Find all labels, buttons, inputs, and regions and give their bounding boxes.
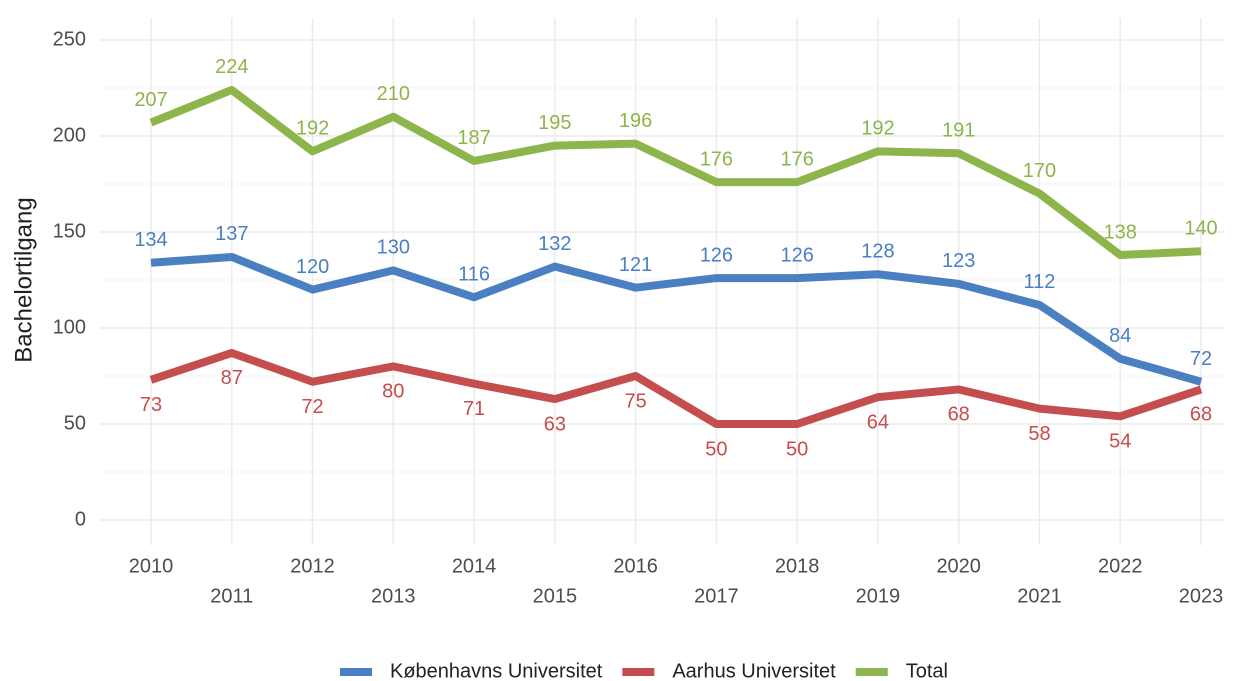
x-tick-label: 2016 xyxy=(613,555,658,577)
x-tick-label: 2020 xyxy=(936,555,981,577)
x-tick-label: 2017 xyxy=(694,585,739,607)
y-tick-label: 50 xyxy=(64,412,86,434)
series-line xyxy=(150,252,1203,386)
data-label: 126 xyxy=(780,244,813,266)
data-label: 195 xyxy=(538,112,571,134)
legend-label: Københavns Universitet xyxy=(390,660,603,681)
legend-label: Total xyxy=(906,660,948,681)
data-label: 68 xyxy=(1190,404,1212,426)
data-label: 128 xyxy=(861,241,894,263)
data-label: 196 xyxy=(619,110,652,132)
data-label: 50 xyxy=(705,438,727,460)
data-label: 192 xyxy=(861,118,894,140)
series-line xyxy=(149,85,1202,260)
data-label: 207 xyxy=(134,89,167,111)
data-label: 50 xyxy=(786,438,808,460)
x-tick-label: 2019 xyxy=(856,585,901,607)
data-label: 58 xyxy=(1028,423,1050,445)
data-label: 72 xyxy=(301,396,323,418)
data-label: 63 xyxy=(544,413,566,435)
x-tick-label: 2012 xyxy=(290,555,335,577)
data-label: 71 xyxy=(463,398,485,420)
data-label: 187 xyxy=(457,127,490,149)
data-label: 191 xyxy=(942,120,975,142)
data-label: 64 xyxy=(867,411,889,433)
x-tick-label: 2022 xyxy=(1098,555,1143,577)
data-label: 87 xyxy=(221,367,243,389)
x-tick-label: 2013 xyxy=(371,585,416,607)
data-label: 80 xyxy=(382,381,404,403)
x-tick-label: 2018 xyxy=(775,555,820,577)
x-tick-label: 2023 xyxy=(1179,585,1224,607)
data-label: 192 xyxy=(296,118,329,140)
data-label: 68 xyxy=(948,404,970,426)
data-label: 140 xyxy=(1184,217,1217,239)
data-label: 137 xyxy=(215,223,248,245)
x-tick-label: 2015 xyxy=(533,585,578,607)
y-tick-label: 250 xyxy=(53,28,86,50)
data-label: 138 xyxy=(1104,221,1137,243)
legend-label: Aarhus Universitet xyxy=(672,660,836,681)
data-label: 170 xyxy=(1023,160,1056,182)
series-line xyxy=(149,348,1203,428)
data-label: 176 xyxy=(780,148,813,170)
x-tick-label: 2010 xyxy=(129,555,174,577)
data-label: 176 xyxy=(700,148,733,170)
data-label: 120 xyxy=(296,256,329,278)
data-label: 224 xyxy=(215,56,248,78)
data-label: 84 xyxy=(1109,325,1131,347)
data-label: 134 xyxy=(134,229,167,251)
y-tick-label: 100 xyxy=(53,316,86,338)
data-label: 132 xyxy=(538,233,571,255)
data-label: 112 xyxy=(1024,271,1056,293)
data-label: 210 xyxy=(377,83,410,105)
data-label: 123 xyxy=(942,250,975,272)
x-tick-label: 2011 xyxy=(210,585,253,607)
data-label: 75 xyxy=(624,390,646,412)
y-tick-label: 0 xyxy=(75,508,86,530)
data-label: 73 xyxy=(140,394,162,416)
x-tick-label: 2021 xyxy=(1017,585,1062,607)
data-label: 121 xyxy=(619,254,652,276)
y-tick-label: 150 xyxy=(53,220,86,242)
data-label: 116 xyxy=(458,264,490,286)
data-label: 126 xyxy=(700,244,733,266)
x-tick-label: 2014 xyxy=(452,555,497,577)
y-tick-label: 200 xyxy=(53,124,86,146)
data-label: 72 xyxy=(1190,348,1212,370)
data-label: 130 xyxy=(377,237,410,259)
y-axis-title: Bachelortilgang xyxy=(10,197,37,362)
data-label: 54 xyxy=(1109,431,1131,453)
